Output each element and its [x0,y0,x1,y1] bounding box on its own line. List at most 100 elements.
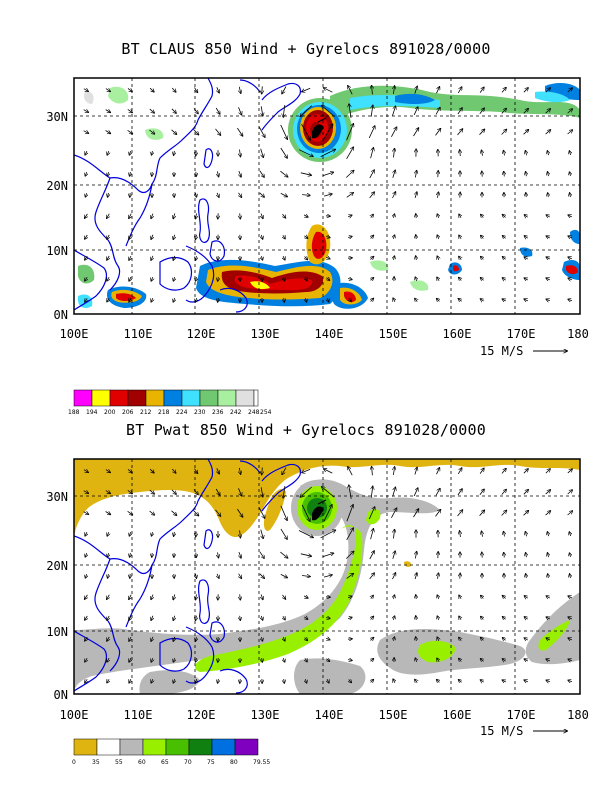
wind-vector [437,256,439,260]
wind-vector [215,107,220,114]
wind-vector [369,551,374,560]
x-tick-label: 160E [443,327,472,341]
wind-vector [503,215,506,218]
wind-vector [130,171,131,176]
wind-vector [298,530,313,538]
wind-vector [280,574,287,577]
wind-vector [525,532,526,537]
y-tick-label: 0N [54,688,68,702]
wind-vector [416,637,417,642]
wind-vector [570,553,571,558]
panel-1-axes: 100E 110E 120E 130E 140E 150E 160E 170E … [46,110,589,358]
wind-vector [151,298,153,302]
svg-text:248: 248 [248,409,260,416]
panel-1-map [73,77,581,315]
wind-vector [262,636,263,641]
wind-vector [392,192,396,199]
wind-vector [171,510,177,515]
wind-vector [261,615,262,620]
wind-vector [524,299,528,301]
wind-vector [502,299,505,301]
wind-vector [501,109,506,114]
wind-vector [193,489,198,495]
wind-vector [501,88,506,93]
wind-vector [261,594,263,600]
wind-vector [569,532,570,537]
wind-vector [173,594,175,600]
x-tick-label: 180 [567,327,589,341]
wind-vector [239,467,240,474]
wind-vector [105,110,111,113]
wind-vector [240,615,241,620]
wind-vector [437,277,439,280]
wind-vector [503,596,506,599]
wind-vector [479,129,485,135]
wind-vector [215,128,221,135]
wind-vector [322,106,335,117]
wind-vector [545,130,551,135]
wind-vector [370,148,374,159]
wind-vector [323,124,332,141]
wind-vector [127,109,132,112]
wind-vector [349,298,351,301]
wind-vector [85,636,88,641]
wind-vector [85,552,86,557]
wind-vectors-1 [83,86,573,302]
y-tick-label: 20N [46,179,68,193]
wind-vector [196,234,197,240]
wind-vector [196,192,197,197]
wind-vector [568,680,573,681]
y-tick-label: 10N [46,625,68,639]
wind-vector [85,255,88,260]
wind-vector [323,575,332,577]
wind-vector [503,236,506,239]
wind-vector [459,235,461,238]
wind-vector [327,679,329,683]
wind-vector [349,485,352,499]
wind-vector [324,88,333,93]
wind-vector [437,637,439,641]
wind-vector [545,109,551,114]
wind-vector [548,553,549,558]
wind-vector [371,278,374,281]
wind-vector [174,150,175,155]
wind-vector [173,213,175,219]
wind-vector [524,638,527,640]
wind-vector [239,551,241,558]
wind-vector [415,573,417,580]
vector-scale-label: 15 M/S [480,344,523,358]
wind-vector [151,234,153,239]
wind-vector [83,512,89,515]
wind-vector [393,235,394,240]
wind-vector [149,468,154,473]
wind-vector [371,486,372,498]
wind-vector [326,618,330,619]
svg-text:242: 242 [230,409,242,416]
wind-vector [196,594,197,599]
wind-vector [347,279,352,280]
y-tick-label: 30N [46,490,68,504]
wind-vector [371,680,374,683]
wind-vector [149,87,154,92]
wind-vector [393,679,395,683]
wind-vector [173,636,174,641]
svg-text:75: 75 [207,759,215,766]
wind-vector [300,553,311,556]
wind-vector [196,615,197,621]
wind-vector [481,236,484,239]
wind-vector [481,659,484,662]
wind-vector [437,235,438,240]
wind-vector [107,615,109,620]
wind-vector [85,679,87,682]
wind-vector [130,552,131,557]
wind-vector [415,658,416,663]
wind-vector [262,276,263,281]
wind-vector [393,170,395,178]
y-tick-label: 0N [54,308,68,322]
wind-vector [479,510,485,516]
wind-vector [481,278,484,281]
wind-vector [416,256,417,261]
wind-vector [346,171,353,178]
wind-vector [546,659,550,661]
